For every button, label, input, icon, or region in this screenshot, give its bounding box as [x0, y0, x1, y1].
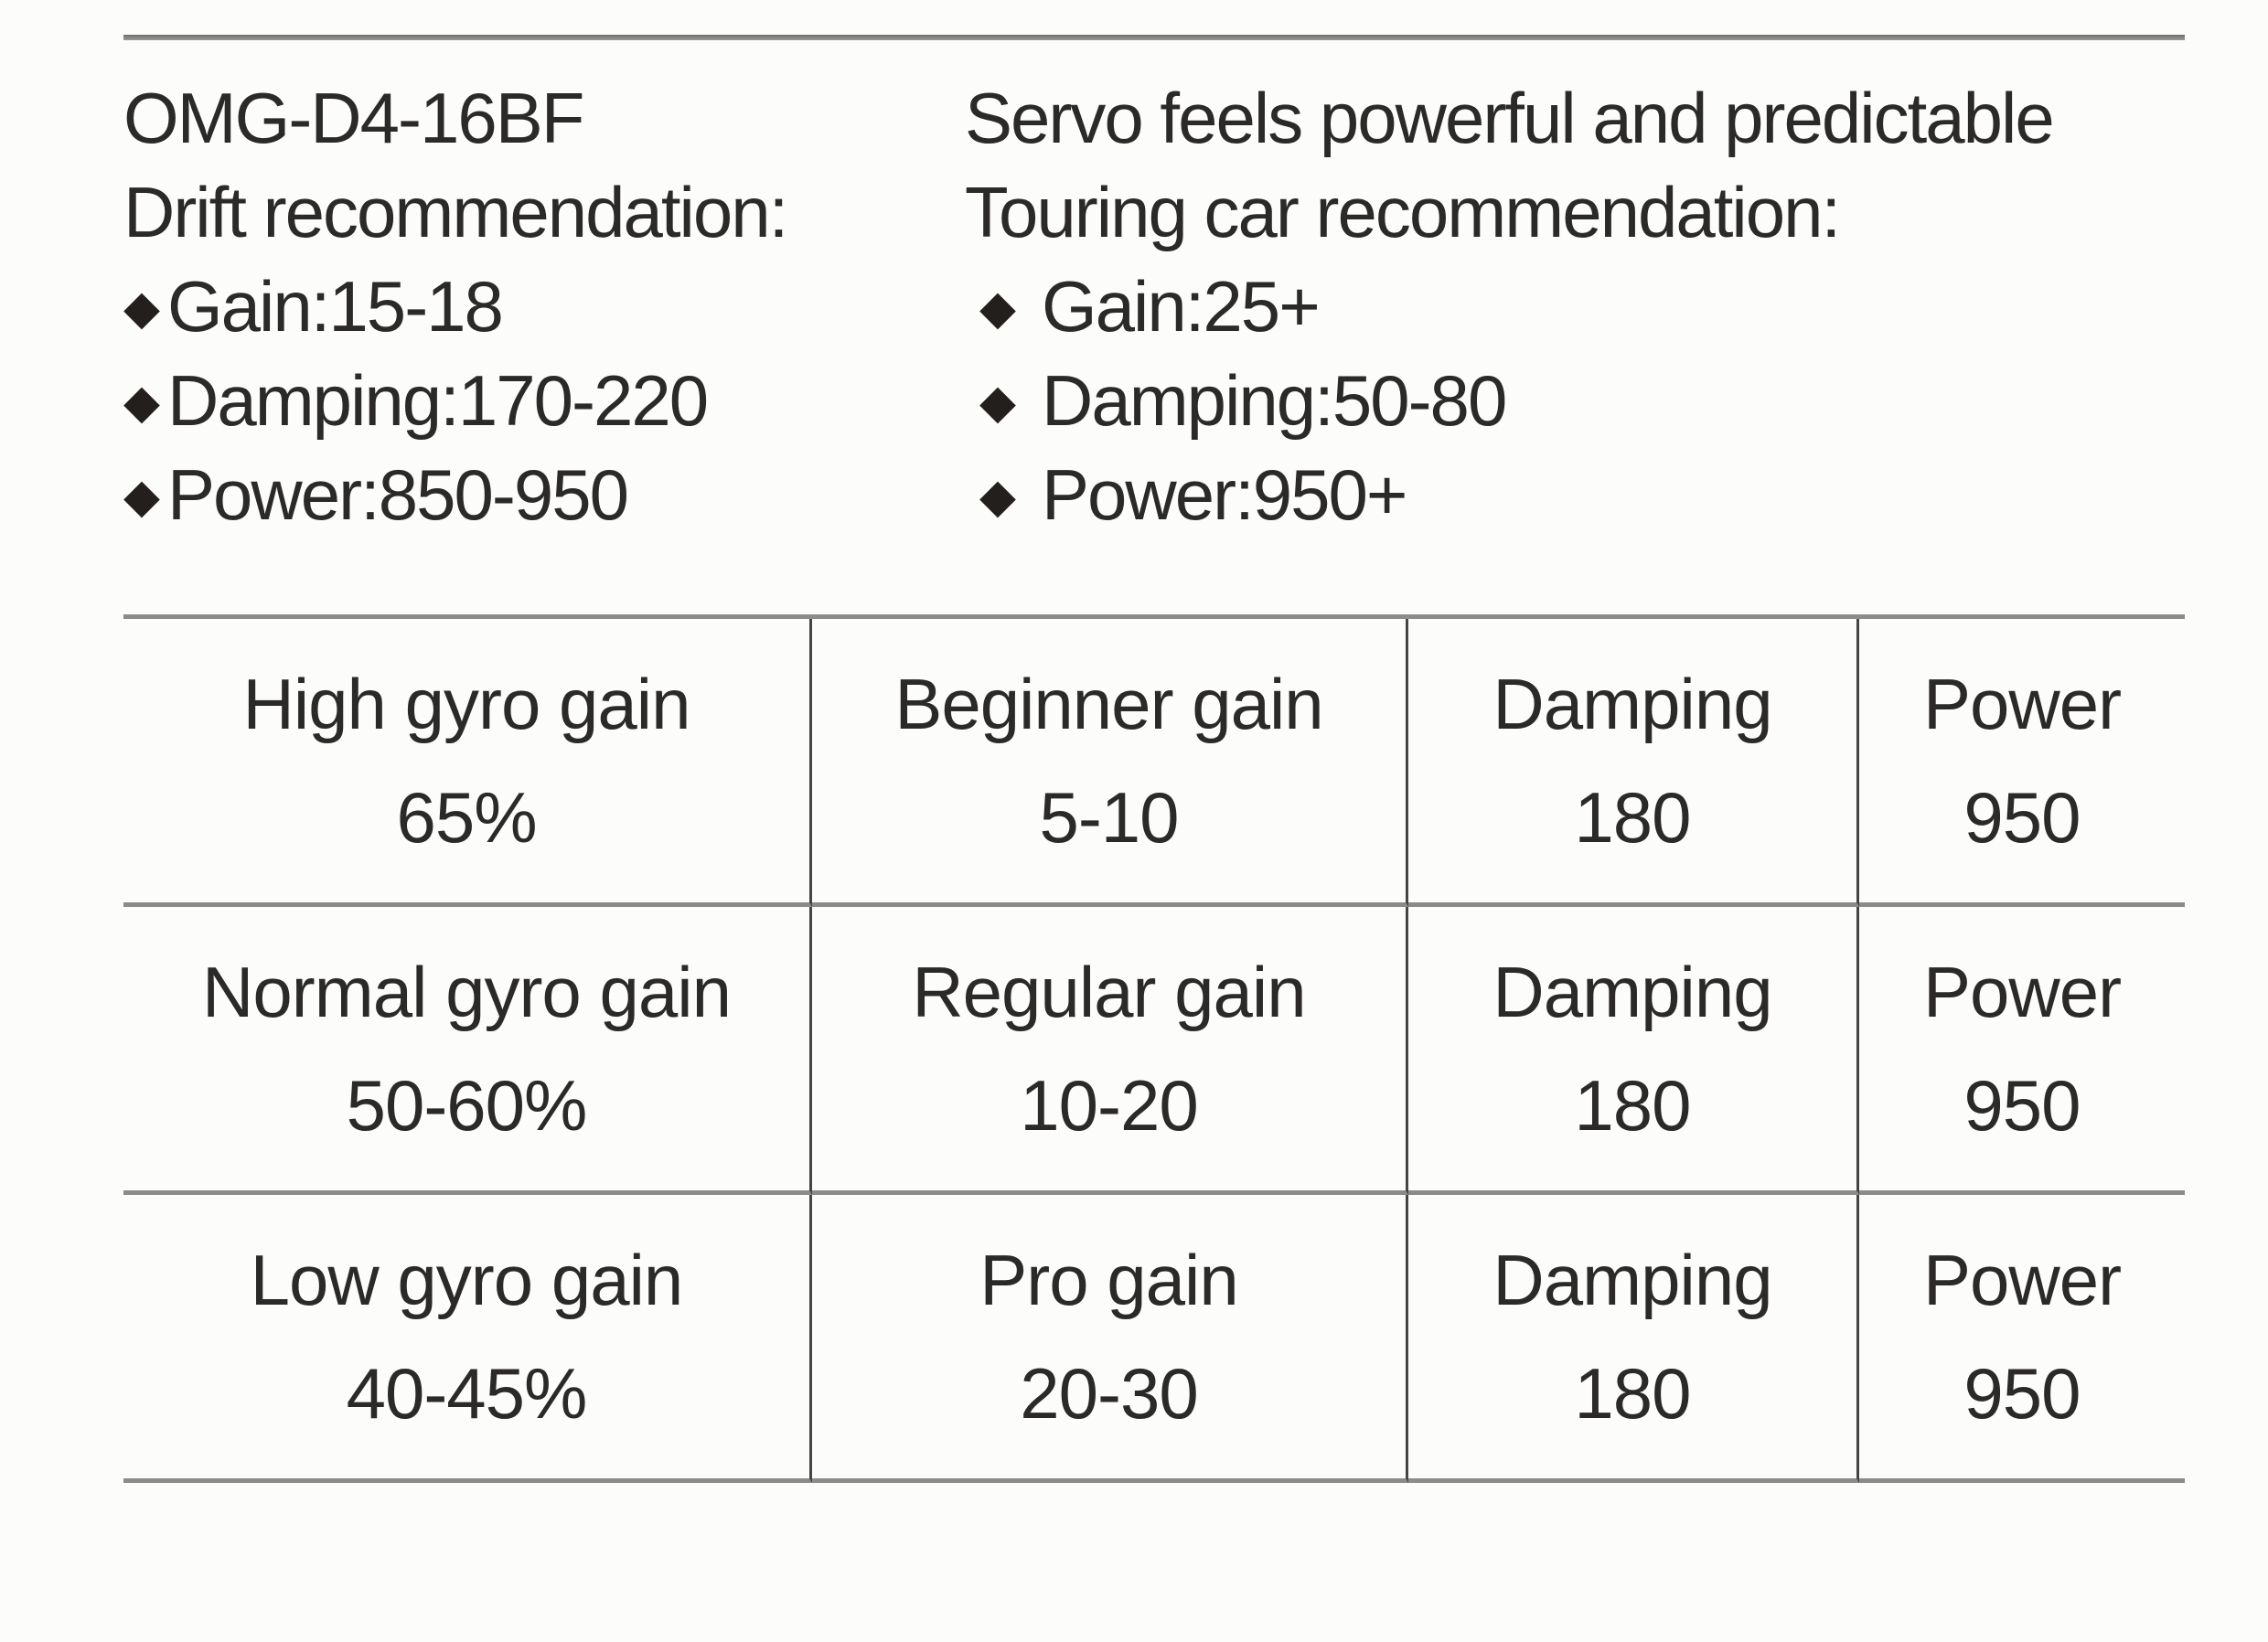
top-divider-line [123, 35, 2185, 40]
table-cell-regular-gain: Regular gain 10-20 [812, 907, 1408, 1195]
cell-label: Regular gain [912, 952, 1306, 1032]
cell-label: Power [1922, 952, 2122, 1032]
touring-recommendation-heading: Touring car recommendation: [965, 172, 1841, 252]
diamond-bullet-icon: ◆ [123, 376, 160, 429]
cell-label: Damping [1492, 952, 1772, 1032]
table-cell-low-gyro-gain: Low gyro gain 40-45% [123, 1195, 812, 1483]
servo-model-title: OMG-D4-16BF [123, 78, 584, 158]
table-cell-damping-row1: Damping 180 [1408, 619, 1859, 907]
cell-value: 180 [1574, 777, 1691, 858]
cell-value: 40-45% [346, 1353, 588, 1434]
drift-recommendation-block: OMG-D4-16BF Drift recommendation: ◆ Gain… [123, 71, 947, 542]
touring-gain-label: Gain:25+ [1042, 266, 1321, 347]
cell-label: Low gyro gain [250, 1240, 684, 1320]
cell-label: Beginner gain [894, 664, 1323, 744]
servo-feel-description: Servo feels powerful and predictable [965, 78, 2055, 158]
drift-damping-label: Damping:170-220 [167, 360, 709, 441]
table-cell-pro-gain: Pro gain 20-30 [812, 1195, 1408, 1483]
table-cell-power-row2: Power 950 [1859, 907, 2185, 1195]
diamond-bullet-icon: ◆ [123, 282, 160, 335]
cell-label: Power [1922, 1240, 2122, 1320]
diamond-bullet-icon: ◆ [979, 376, 1016, 429]
cell-value: 180 [1574, 1065, 1691, 1146]
table-cell-damping-row3: Damping 180 [1408, 1195, 1859, 1483]
touring-damping-label: Damping:50-80 [1042, 360, 1507, 441]
cell-value: 180 [1574, 1353, 1691, 1434]
cell-value: 5-10 [1039, 777, 1179, 858]
drift-damping-item: ◆ Damping:170-220 [123, 354, 947, 448]
diamond-bullet-icon: ◆ [979, 282, 1016, 335]
cell-value: 950 [1963, 1353, 2081, 1434]
cell-label: High gyro gain [242, 664, 691, 744]
touring-gain-item: ◆ Gain:25+ [965, 260, 2236, 354]
cell-value: 20-30 [1020, 1353, 1198, 1434]
cell-value: 50-60% [346, 1065, 588, 1146]
cell-label: Power [1922, 664, 2122, 744]
cell-label: Normal gyro gain [202, 952, 732, 1032]
touring-power-label: Power:950+ [1042, 454, 1407, 535]
gyro-settings-table: High gyro gain 65% Beginner gain 5-10 Da… [123, 614, 2185, 1483]
table-cell-beginner-gain: Beginner gain 5-10 [812, 619, 1408, 907]
drift-gain-item: ◆ Gain:15-18 [123, 260, 947, 354]
table-cell-high-gyro-gain: High gyro gain 65% [123, 619, 812, 907]
cell-value: 10-20 [1020, 1065, 1198, 1146]
touring-recommendation-block: Servo feels powerful and predictable Tou… [965, 71, 2236, 542]
table-cell-normal-gyro-gain: Normal gyro gain 50-60% [123, 907, 812, 1195]
cell-label: Pro gain [979, 1240, 1239, 1320]
touring-damping-item: ◆ Damping:50-80 [965, 354, 2236, 448]
cell-label: Damping [1492, 1240, 1772, 1320]
diamond-bullet-icon: ◆ [979, 470, 1016, 523]
table-cell-power-row1: Power 950 [1859, 619, 2185, 907]
cell-label: Damping [1492, 664, 1772, 744]
diamond-bullet-icon: ◆ [123, 470, 160, 523]
drift-recommendation-heading: Drift recommendation: [123, 172, 788, 252]
cell-value: 950 [1963, 777, 2081, 858]
drift-power-item: ◆ Power:850-950 [123, 448, 947, 542]
table-cell-damping-row2: Damping 180 [1408, 907, 1859, 1195]
cell-value: 950 [1963, 1065, 2081, 1146]
table-cell-power-row3: Power 950 [1859, 1195, 2185, 1483]
cell-value: 65% [396, 777, 537, 858]
touring-power-item: ◆ Power:950+ [965, 448, 2236, 542]
drift-gain-label: Gain:15-18 [167, 266, 504, 347]
drift-power-label: Power:850-950 [167, 454, 629, 535]
